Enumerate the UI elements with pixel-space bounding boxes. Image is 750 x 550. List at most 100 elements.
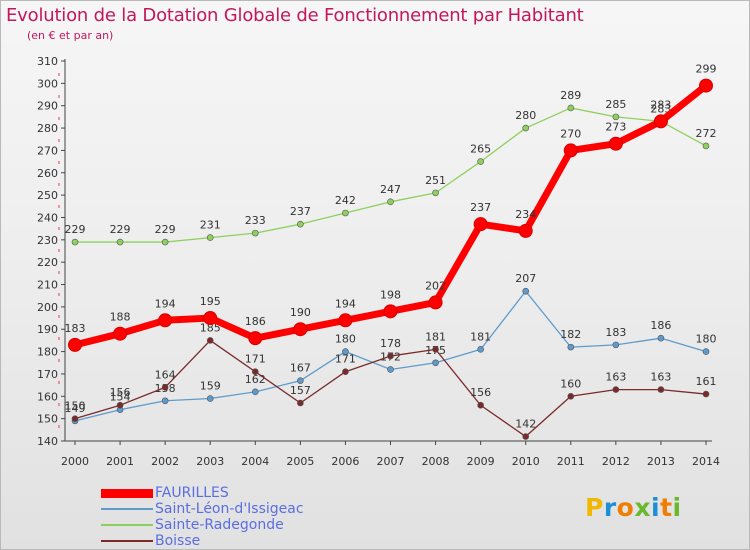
data-point-boisse: [567, 392, 575, 400]
data-label-saint-l-on-d-issigeac: 167: [290, 362, 311, 375]
data-label-sainte-radegonde: 251: [425, 174, 446, 187]
data-point-boisse: [612, 386, 620, 393]
data-label-boisse: 156: [470, 386, 491, 399]
data-label-faurilles: 190: [290, 306, 311, 319]
logo-letter: i: [651, 493, 661, 522]
data-label-saint-l-on-d-issigeac: 183: [605, 326, 626, 339]
x-tick-label: 2007: [377, 455, 405, 468]
data-label-sainte-radegonde: 229: [155, 223, 176, 236]
x-tick-label: 2010: [512, 455, 540, 468]
data-point-faurilles: [158, 313, 173, 328]
y-tick-label: 260: [37, 167, 58, 180]
data-point-sainte-radegonde: [161, 238, 169, 246]
data-label-saint-l-on-d-issigeac: 159: [200, 380, 221, 393]
data-point-sainte-radegonde: [567, 104, 575, 112]
data-point-saint-l-on-d-issigeac: [251, 388, 259, 396]
data-point-boisse: [477, 401, 484, 409]
data-point-faurilles: [428, 295, 443, 310]
y-tick-label: 200: [37, 301, 58, 314]
x-tick-label: 2001: [106, 455, 134, 468]
y-tick-label: 190: [37, 323, 58, 336]
data-label-sainte-radegonde: 242: [335, 194, 356, 207]
data-point-sainte-radegonde: [297, 220, 304, 228]
logo-letter: o: [616, 493, 635, 522]
data-label-sainte-radegonde: 272: [696, 127, 717, 140]
legend-label-faurilles: FAURILLES: [155, 485, 229, 501]
data-point-saint-l-on-d-issigeac: [702, 348, 710, 355]
data-label-faurilles: 183: [65, 322, 86, 335]
data-point-sainte-radegonde: [251, 229, 259, 237]
legend-label-boisse: Boisse: [155, 533, 201, 549]
data-point-faurilles: [518, 223, 533, 238]
y-tick-label: 270: [37, 144, 58, 157]
data-point-faurilles: [608, 136, 623, 151]
y-tick-label: 220: [37, 256, 58, 269]
data-label-faurilles: 186: [245, 315, 266, 328]
y-tick-label: 150: [37, 413, 58, 426]
data-point-saint-l-on-d-issigeac: [657, 334, 665, 342]
data-label-sainte-radegonde: 289: [560, 89, 581, 102]
data-point-saint-l-on-d-issigeac: [342, 348, 349, 355]
data-label-faurilles: 237: [470, 201, 491, 214]
data-label-sainte-radegonde: 229: [110, 223, 131, 236]
logo-letter: P: [585, 493, 604, 522]
data-point-saint-l-on-d-issigeac: [522, 287, 530, 295]
data-point-saint-l-on-d-issigeac: [612, 341, 620, 349]
data-point-boisse: [522, 433, 530, 440]
data-label-sainte-radegonde: 237: [290, 205, 311, 218]
data-point-boisse: [702, 390, 710, 398]
data-label-faurilles: 198: [380, 288, 401, 301]
legend-label-saint-l-on-d-issigeac: Saint-Léon-d'Issigeac: [155, 501, 304, 517]
data-point-faurilles: [203, 311, 218, 326]
y-tick-label: 230: [37, 234, 58, 247]
data-point-boisse: [297, 399, 304, 407]
data-label-boisse: 142: [515, 418, 536, 431]
y-tick-label: 280: [37, 122, 58, 135]
data-point-saint-l-on-d-issigeac: [567, 343, 575, 351]
data-point-faurilles: [563, 143, 578, 158]
x-tick-label: 2000: [61, 455, 89, 468]
data-label-saint-l-on-d-issigeac: 207: [515, 272, 536, 285]
data-point-sainte-radegonde: [116, 238, 124, 246]
data-point-saint-l-on-d-issigeac: [387, 366, 394, 373]
y-tick-label: 300: [37, 77, 58, 90]
x-tick-label: 2009: [467, 455, 495, 468]
y-tick-label: 240: [37, 211, 58, 224]
x-tick-label: 2003: [196, 455, 224, 468]
data-label-boisse: 156: [110, 386, 131, 399]
data-label-sainte-radegonde: 280: [515, 109, 536, 122]
data-label-faurilles: 202: [425, 279, 446, 292]
logo-letter: t: [660, 493, 673, 522]
data-label-sainte-radegonde: 265: [470, 143, 491, 156]
y-tick-label: 210: [37, 279, 58, 292]
data-label-faurilles: 299: [696, 63, 717, 76]
data-label-boisse: 150: [65, 400, 86, 413]
x-tick-label: 2004: [241, 455, 269, 468]
y-tick-label: 250: [37, 189, 58, 202]
data-label-boisse: 178: [380, 337, 401, 350]
data-label-sainte-radegonde: 285: [605, 98, 626, 111]
chart-subtitle: (en € et par an): [27, 29, 114, 42]
data-point-saint-l-on-d-issigeac: [161, 397, 169, 405]
data-label-saint-l-on-d-issigeac: 154: [110, 391, 131, 404]
data-label-boisse: 163: [650, 371, 671, 384]
data-point-saint-l-on-d-issigeac: [206, 395, 214, 402]
data-label-boisse: 171: [245, 353, 266, 366]
data-point-sainte-radegonde: [71, 238, 79, 246]
data-label-faurilles: 188: [110, 311, 131, 324]
x-tick-label: 2011: [557, 455, 585, 468]
data-point-sainte-radegonde: [432, 189, 439, 197]
data-label-saint-l-on-d-issigeac: 186: [650, 319, 671, 332]
data-point-boisse: [206, 337, 214, 344]
data-point-faurilles: [293, 322, 308, 337]
data-point-boisse: [387, 352, 394, 360]
data-point-sainte-radegonde: [387, 198, 394, 206]
data-label-saint-l-on-d-issigeac: 182: [560, 328, 581, 341]
data-point-sainte-radegonde: [342, 209, 349, 217]
data-point-faurilles: [248, 331, 263, 346]
data-point-sainte-radegonde: [206, 234, 214, 241]
y-tick-label: 160: [37, 390, 58, 403]
data-point-faurilles: [383, 304, 398, 319]
